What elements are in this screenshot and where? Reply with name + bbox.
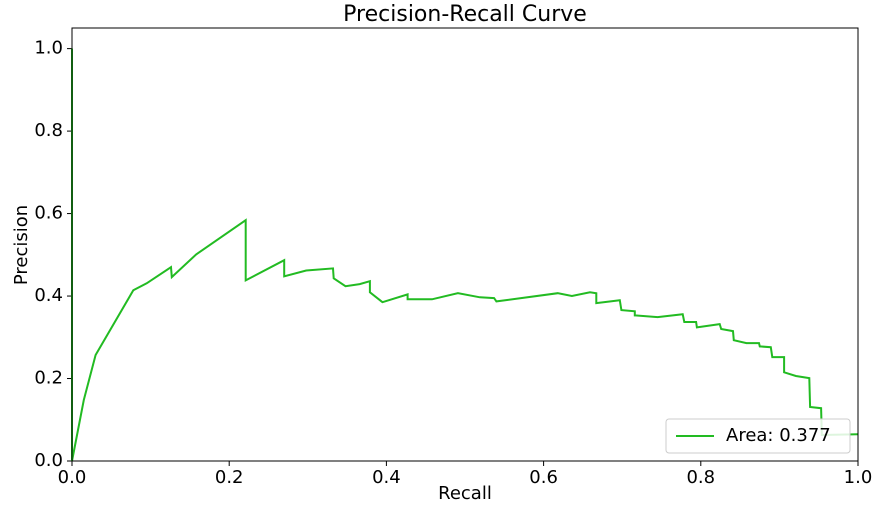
x-tick-label: 0.4: [372, 467, 401, 488]
x-tick-label: 0.6: [529, 467, 558, 488]
y-tick-label: 0.8: [34, 120, 63, 141]
x-axis-label: Recall: [438, 483, 492, 504]
y-tick-label: 1.0: [34, 38, 63, 59]
x-tick-label: 0.8: [686, 467, 715, 488]
x-tick-label: 0.0: [58, 467, 87, 488]
chart-title: Precision-Recall Curve: [343, 2, 587, 27]
pr-curve: [71, 48, 859, 462]
x-tick-label: 1.0: [844, 467, 873, 488]
legend-box: [665, 418, 851, 454]
legend-label: Area: 0.377: [726, 425, 831, 446]
y-tick-label: 0.2: [34, 368, 63, 389]
plot-frame: [71, 27, 859, 462]
y-axis-label: Precision: [11, 205, 32, 285]
y-tick-label: 0.0: [34, 450, 63, 471]
x-tick-label: 0.2: [215, 467, 244, 488]
y-tick-label: 0.6: [34, 203, 63, 224]
y-tick-label: 0.4: [34, 285, 63, 306]
